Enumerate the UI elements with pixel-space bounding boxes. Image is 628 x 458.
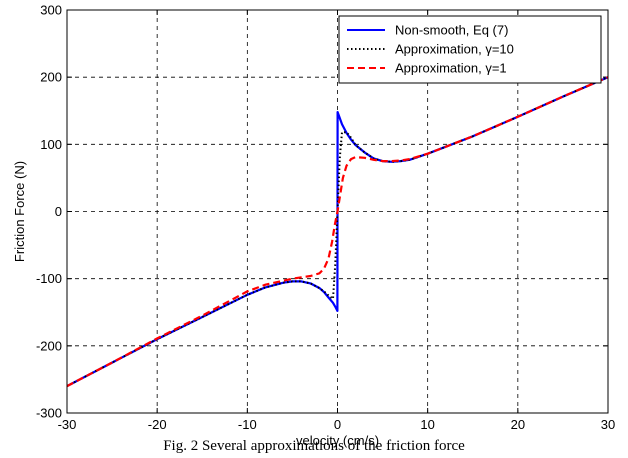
legend-label-3: Approximation, γ=1 (395, 61, 507, 76)
y-tick-label: -100 (36, 271, 62, 286)
y-tick-label: -300 (36, 406, 62, 421)
y-tick-label: 300 (40, 3, 62, 18)
x-tick-label: -10 (238, 417, 257, 432)
legend-label-1: Non-smooth, Eq (7) (395, 23, 508, 38)
y-axis-label: Friction Force (N) (12, 161, 27, 262)
series-line-3 (66, 76, 609, 388)
x-axis-label: velocity (cm/s) (296, 433, 379, 448)
x-tick-label: 10 (420, 417, 434, 432)
legend-label-2: Approximation, γ=10 (395, 42, 514, 57)
series-group (66, 76, 609, 388)
legend-box (338, 15, 602, 84)
figure-caption: Fig. 2 Several approximations of the fri… (163, 438, 465, 454)
x-tick-label: -30 (58, 417, 77, 432)
x-tick-label: -20 (148, 417, 167, 432)
y-tick-label: 200 (40, 70, 62, 85)
y-tick-label: 100 (40, 137, 62, 152)
y-tick-label: -200 (36, 338, 62, 353)
y-tick-label: 0 (55, 204, 62, 219)
legend: Non-smooth, Eq (7) Approximation, γ=10 App… (338, 15, 602, 84)
x-tick-label: 0 (334, 417, 341, 432)
axes-frame (66, 9, 609, 414)
x-tick-label: 30 (601, 417, 615, 432)
series-line-2 (66, 76, 609, 387)
x-tick-label: 20 (511, 417, 525, 432)
